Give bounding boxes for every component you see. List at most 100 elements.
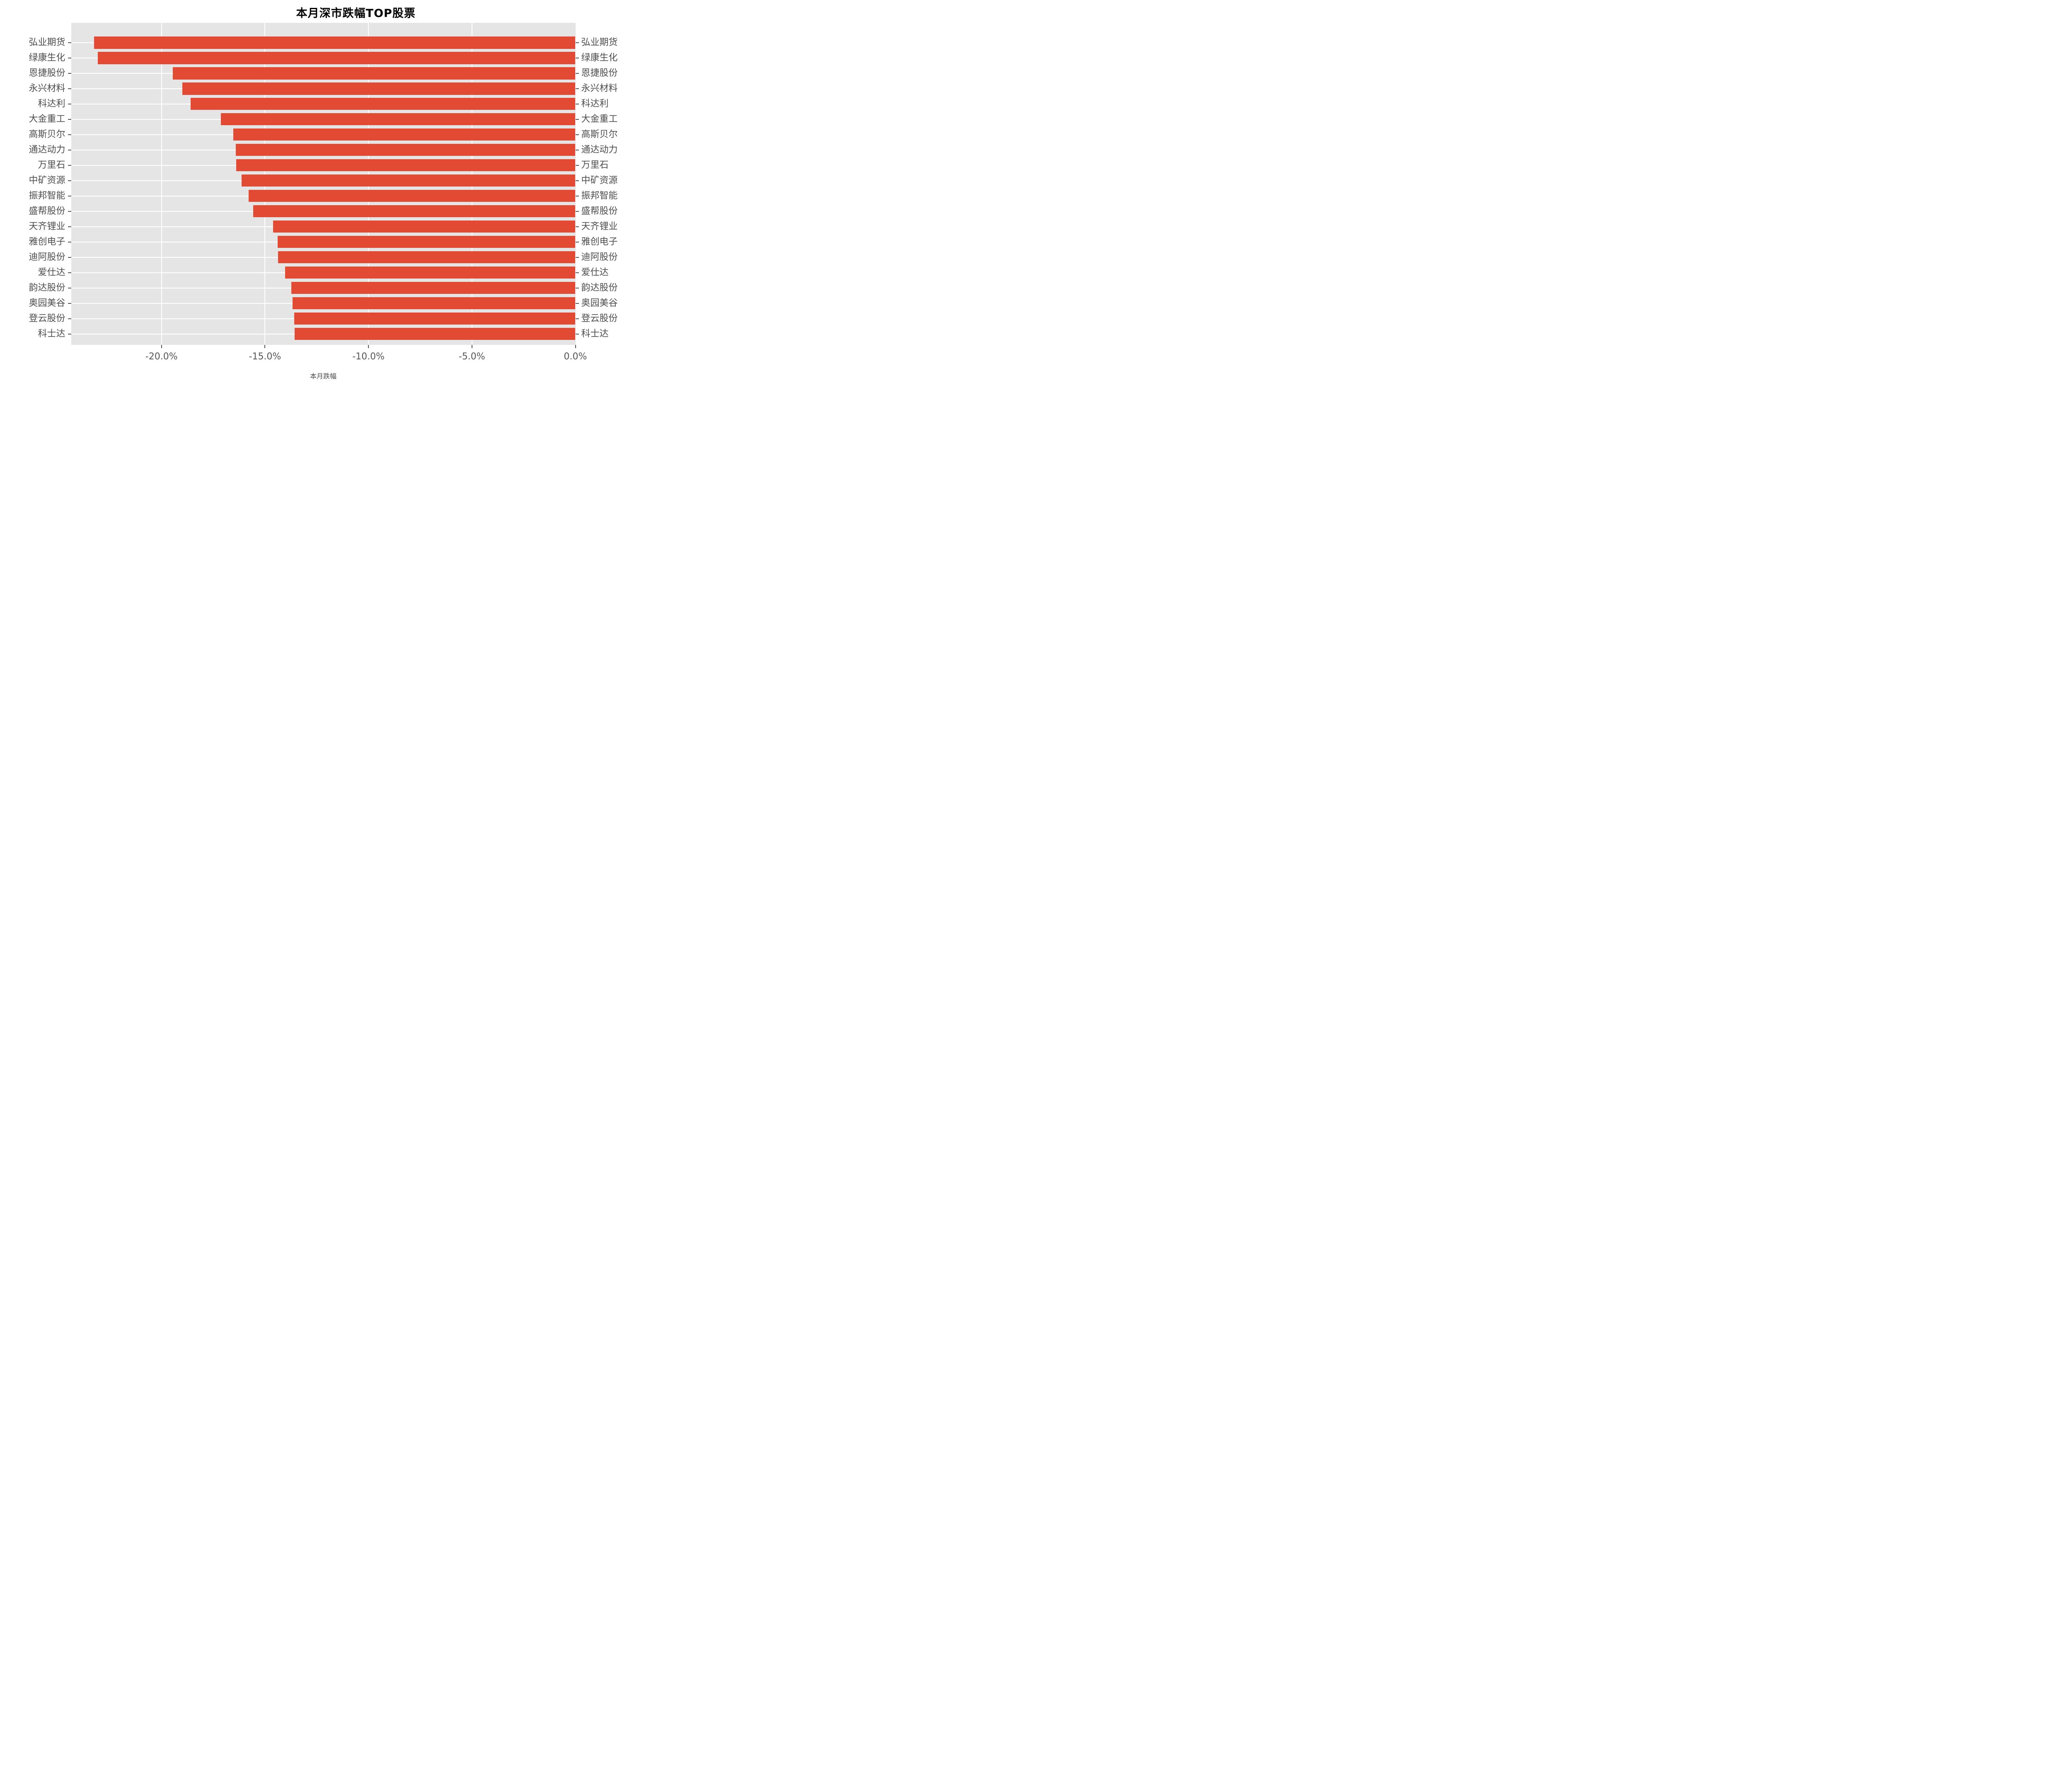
- y-tick-left: [68, 180, 71, 181]
- bar-通达动力: [236, 144, 576, 156]
- y-tick-right: [575, 42, 579, 43]
- y-axis-label-left: 韵达股份: [29, 282, 65, 293]
- x-axis-label: 本月跌幅: [310, 372, 337, 380]
- bar-登云股份: [294, 313, 576, 325]
- y-axis-label-left: 高斯贝尔: [29, 129, 65, 140]
- y-axis-label-right: 弘业期货: [581, 37, 618, 48]
- bar-雅创电子: [278, 236, 576, 248]
- bar-永兴材料: [182, 82, 576, 95]
- y-tick-right: [575, 73, 579, 74]
- y-tick-right: [575, 272, 579, 273]
- y-axis-label-right: 高斯贝尔: [581, 129, 618, 140]
- y-tick-right: [575, 211, 579, 212]
- y-axis-label-right: 科士达: [581, 328, 609, 339]
- y-axis-label-left: 科达利: [38, 98, 65, 109]
- y-axis-label-left: 大金重工: [29, 114, 65, 124]
- y-axis-label-left: 雅创电子: [29, 236, 65, 247]
- y-axis-label-left: 迪阿股份: [29, 252, 65, 262]
- y-axis-label-right: 天齐锂业: [581, 221, 618, 232]
- figure: 本月深市跌幅TOP股票 本月跌幅 弘业期货 弘业期货绿康生化 绿康生化恩捷股份 恩捷股…: [0, 0, 641, 387]
- y-axis-label-left: 奥园美谷: [29, 298, 65, 308]
- y-axis-label-right: 奥园美谷: [581, 298, 618, 308]
- y-tick-right: [575, 180, 579, 181]
- bar-绿康生化: [97, 52, 576, 64]
- y-axis-label-left: 中矿资源: [29, 175, 65, 186]
- y-axis-label-right: 科达利: [581, 98, 609, 109]
- y-tick-right: [575, 165, 579, 166]
- x-tick: [368, 344, 369, 348]
- y-axis-label-left: 振邦智能: [29, 190, 65, 201]
- x-tick-label: -20.0%: [145, 351, 178, 362]
- bar-振邦智能: [248, 190, 576, 202]
- y-tick-left: [68, 303, 71, 304]
- y-axis-label-right: 登云股份: [581, 313, 618, 324]
- bar-韵达股份: [291, 282, 576, 294]
- bar-天齐锂业: [273, 221, 576, 233]
- y-axis-label-right: 绿康生化: [581, 52, 618, 63]
- plot-panel: [71, 22, 576, 345]
- x-tick-label: 0.0%: [564, 351, 587, 362]
- y-axis-label-right: 迪阿股份: [581, 252, 618, 262]
- y-tick-left: [68, 318, 71, 319]
- y-axis-label-right: 雅创电子: [581, 236, 618, 247]
- y-axis-label-right: 万里石: [581, 160, 609, 170]
- y-axis-label-right: 恩捷股份: [581, 68, 618, 78]
- y-axis-label-right: 中矿资源: [581, 175, 618, 186]
- y-axis-label-left: 绿康生化: [29, 52, 65, 63]
- y-tick-right: [575, 226, 579, 227]
- y-tick-left: [68, 42, 71, 43]
- y-axis-label-left: 永兴材料: [29, 83, 65, 94]
- bar-大金重工: [220, 113, 576, 126]
- y-tick-right: [575, 257, 579, 258]
- y-tick-left: [68, 257, 71, 258]
- y-axis-label-right: 韵达股份: [581, 282, 618, 293]
- x-tick: [264, 344, 266, 348]
- x-tick-label: -10.0%: [352, 351, 385, 362]
- y-axis-label-left: 爱仕达: [38, 267, 65, 278]
- y-tick-left: [68, 88, 71, 89]
- y-tick-right: [575, 303, 579, 304]
- y-axis-label-right: 爱仕达: [581, 267, 609, 278]
- y-tick-right: [575, 119, 579, 120]
- bar-奥园美谷: [292, 297, 576, 310]
- bar-中矿资源: [241, 175, 576, 187]
- bar-高斯贝尔: [233, 128, 576, 141]
- chart-title: 本月深市跌幅TOP股票: [296, 7, 416, 20]
- y-tick-left: [68, 226, 71, 227]
- y-tick-right: [575, 134, 579, 135]
- x-gridline: [161, 22, 162, 345]
- y-axis-label-left: 万里石: [38, 160, 65, 170]
- x-tick: [161, 344, 162, 348]
- y-axis-label-left: 弘业期货: [29, 37, 65, 48]
- y-tick-left: [68, 272, 71, 273]
- x-tick-label: -15.0%: [249, 351, 281, 362]
- bar-弘业期货: [94, 36, 576, 49]
- bar-科士达: [294, 328, 576, 340]
- y-tick-left: [68, 165, 71, 166]
- y-axis-label-left: 恩捷股份: [29, 68, 65, 78]
- y-axis-label-right: 永兴材料: [581, 83, 618, 94]
- y-tick-right: [575, 88, 579, 89]
- bar-盛帮股份: [253, 205, 576, 218]
- y-tick-left: [68, 211, 71, 212]
- y-axis-label-right: 盛帮股份: [581, 206, 618, 216]
- y-axis-label-right: 通达动力: [581, 144, 618, 155]
- y-tick-left: [68, 134, 71, 135]
- y-axis-label-left: 登云股份: [29, 313, 65, 324]
- x-tick-label: -5.0%: [458, 351, 485, 362]
- bar-恩捷股份: [173, 67, 576, 80]
- y-tick-right: [575, 333, 579, 335]
- y-tick-right: [575, 318, 579, 319]
- y-tick-left: [68, 119, 71, 120]
- bar-科达利: [190, 98, 576, 110]
- y-tick-left: [68, 333, 71, 335]
- bar-迪阿股份: [278, 251, 576, 264]
- y-axis-label-left: 天齐锂业: [29, 221, 65, 232]
- y-axis-label-left: 通达动力: [29, 144, 65, 155]
- bar-爱仕达: [285, 267, 576, 279]
- y-axis-label-right: 大金重工: [581, 114, 618, 124]
- y-axis-label-right: 振邦智能: [581, 190, 618, 201]
- x-tick: [575, 344, 576, 348]
- y-axis-label-left: 盛帮股份: [29, 206, 65, 216]
- bar-万里石: [236, 159, 576, 172]
